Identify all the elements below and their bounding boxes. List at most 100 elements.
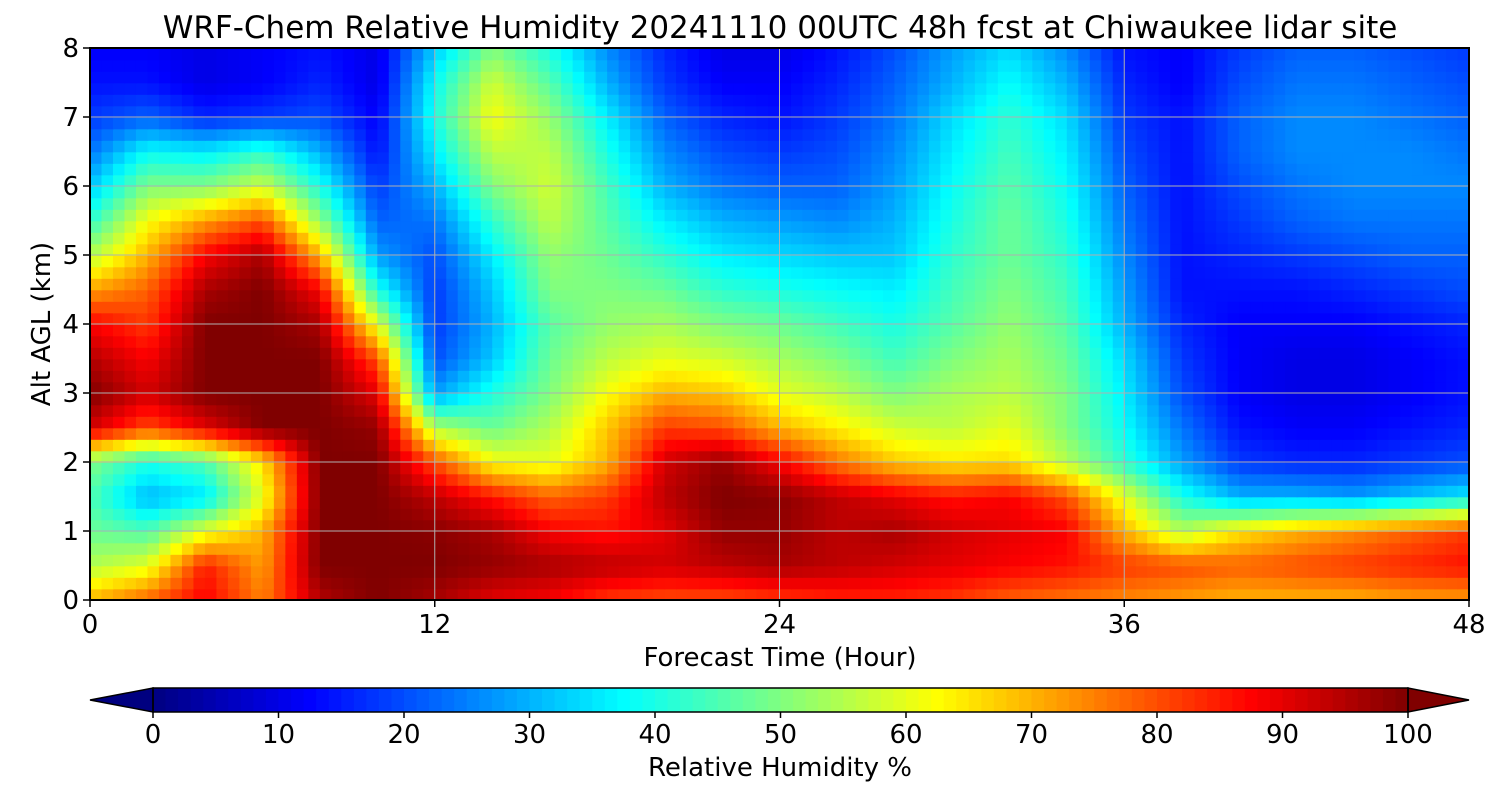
heatmap-cell xyxy=(1296,347,1309,360)
heatmap-cell xyxy=(285,232,298,245)
heatmap-cell xyxy=(1285,128,1298,141)
heatmap-cell xyxy=(848,174,861,187)
heatmap-cell xyxy=(331,519,344,532)
heatmap-cell xyxy=(1147,140,1160,153)
heatmap-cell xyxy=(630,427,643,440)
heatmap-cell xyxy=(687,588,700,600)
heatmap-cell xyxy=(584,335,597,348)
heatmap-cell xyxy=(331,462,344,475)
heatmap-cell xyxy=(1216,381,1229,394)
heatmap-cell xyxy=(1354,508,1367,521)
heatmap-cell xyxy=(250,128,264,141)
heatmap-cell xyxy=(974,220,988,233)
heatmap-cell xyxy=(124,289,137,302)
heatmap-cell xyxy=(951,519,965,532)
heatmap-cell xyxy=(722,588,735,600)
heatmap-cell xyxy=(308,381,321,394)
heatmap-cell xyxy=(1135,335,1149,348)
heatmap-cell xyxy=(997,232,1011,245)
heatmap-cell xyxy=(423,450,436,463)
heatmap-cell xyxy=(1170,531,1183,544)
heatmap-cell xyxy=(940,565,953,578)
heatmap-cell xyxy=(135,301,149,314)
heatmap-cell xyxy=(1250,301,1263,314)
heatmap-cell xyxy=(699,404,712,417)
heatmap-cell xyxy=(664,531,677,544)
heatmap-cell xyxy=(733,289,746,302)
heatmap-cell xyxy=(296,312,310,325)
heatmap-cell xyxy=(1078,335,1091,348)
heatmap-cell xyxy=(526,220,539,233)
heatmap-cell xyxy=(250,312,264,325)
heatmap-cell xyxy=(1135,266,1149,279)
heatmap-cell xyxy=(262,209,275,222)
heatmap-cell xyxy=(917,496,930,509)
heatmap-cell xyxy=(722,220,735,233)
heatmap-cell xyxy=(1308,416,1321,429)
heatmap-cell xyxy=(641,381,654,394)
heatmap-cell xyxy=(1101,312,1114,325)
heatmap-cell xyxy=(1158,404,1172,417)
heatmap-cell xyxy=(158,519,172,532)
heatmap-cell xyxy=(1227,577,1240,590)
heatmap-cell xyxy=(319,140,333,153)
heatmap-cell xyxy=(756,577,769,590)
heatmap-cell xyxy=(584,531,597,544)
heatmap-cell xyxy=(549,404,562,417)
heatmap-cell xyxy=(112,289,126,302)
heatmap-cell xyxy=(1273,508,1286,521)
heatmap-cell xyxy=(1112,312,1126,325)
heatmap-cell xyxy=(331,174,344,187)
heatmap-cell xyxy=(848,577,861,590)
heatmap-cell xyxy=(618,128,631,141)
heatmap-cell xyxy=(928,450,942,463)
heatmap-cell xyxy=(423,531,436,544)
heatmap-cell xyxy=(1446,462,1459,475)
heatmap-cell xyxy=(285,542,298,555)
heatmap-cell xyxy=(1170,151,1183,164)
heatmap-cell xyxy=(664,140,677,153)
heatmap-cell xyxy=(825,243,838,256)
heatmap-cell xyxy=(1250,542,1263,555)
heatmap-cell xyxy=(1354,324,1367,337)
heatmap-cell xyxy=(480,197,494,210)
heatmap-cell xyxy=(871,519,884,532)
heatmap-cell xyxy=(1377,243,1390,256)
heatmap-cell xyxy=(1158,324,1172,337)
heatmap-cell xyxy=(1170,496,1183,509)
heatmap-cell xyxy=(515,312,528,325)
heatmap-cell xyxy=(1112,232,1126,245)
heatmap-cell xyxy=(768,404,781,417)
heatmap-cell xyxy=(181,496,195,509)
heatmap-cell xyxy=(1193,209,1206,222)
heatmap-cell xyxy=(503,255,516,268)
heatmap-cell xyxy=(595,278,608,291)
heatmap-cell xyxy=(607,301,620,314)
heatmap-cell xyxy=(1158,312,1172,325)
heatmap-cell xyxy=(1285,243,1298,256)
heatmap-cell xyxy=(239,450,252,463)
heatmap-cell xyxy=(687,151,700,164)
heatmap-cell xyxy=(1135,427,1149,440)
heatmap-cell xyxy=(365,163,379,176)
heatmap-cell xyxy=(756,128,769,141)
heatmap-cell xyxy=(273,393,287,406)
heatmap-cell xyxy=(859,151,873,164)
heatmap-cell xyxy=(928,324,942,337)
heatmap-cell xyxy=(630,186,643,199)
heatmap-cell xyxy=(1043,232,1057,245)
heatmap-cell xyxy=(388,174,402,187)
heatmap-cell xyxy=(974,335,988,348)
heatmap-cell xyxy=(457,289,471,302)
heatmap-cell xyxy=(1308,266,1321,279)
heatmap-cell xyxy=(848,289,861,302)
heatmap-cell xyxy=(710,496,723,509)
heatmap-cell xyxy=(1308,370,1321,383)
heatmap-cell xyxy=(377,278,390,291)
heatmap-cell xyxy=(974,381,988,394)
heatmap-cell xyxy=(204,519,218,532)
heatmap-cell xyxy=(181,588,195,600)
heatmap-cell xyxy=(526,324,539,337)
heatmap-cell xyxy=(480,439,494,452)
heatmap-cell xyxy=(1181,174,1194,187)
